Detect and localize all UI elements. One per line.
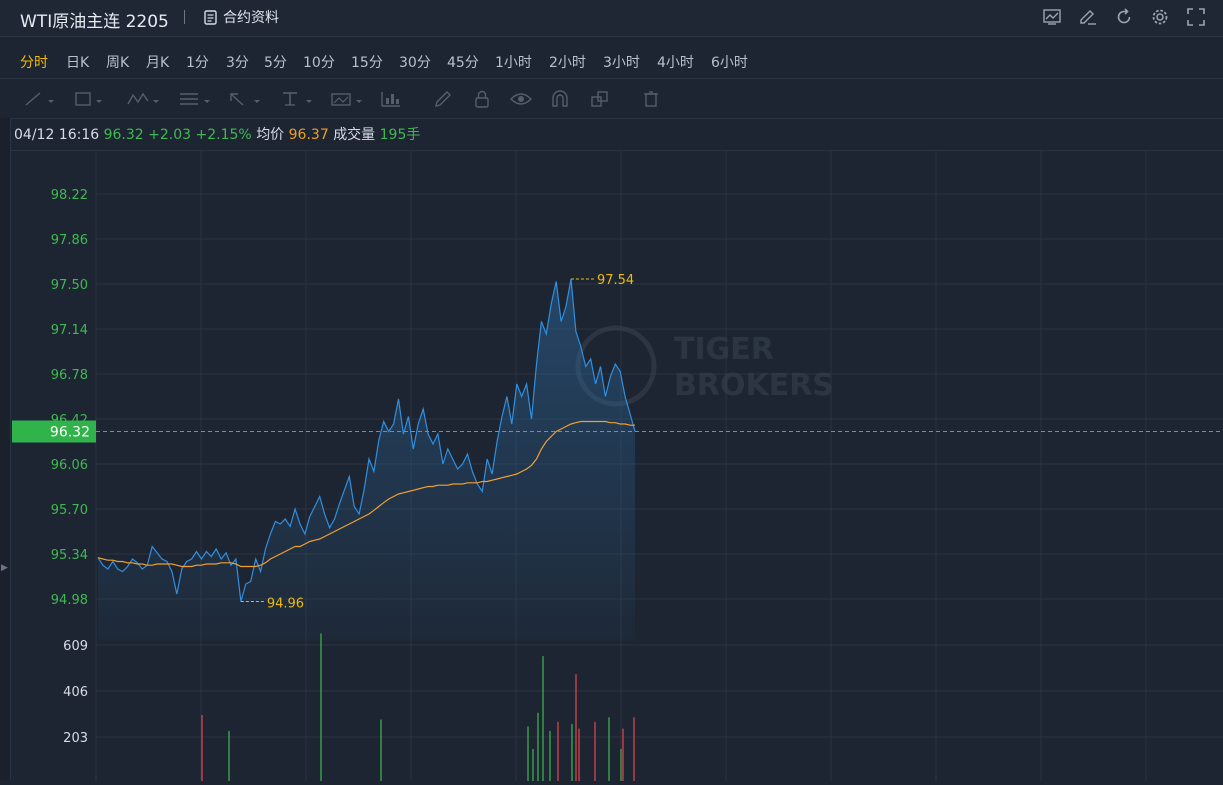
image-tool-icon[interactable]	[330, 88, 364, 110]
gear-icon[interactable]	[1149, 6, 1171, 28]
refresh-icon[interactable]	[1113, 6, 1135, 28]
contract-info-label: 合约资料	[223, 10, 279, 26]
price-axis-label: 95.70	[51, 503, 88, 518]
high-price-label: 97.54	[597, 273, 634, 288]
fibonacci-tool-icon[interactable]	[178, 88, 212, 110]
lock-icon[interactable]	[474, 88, 490, 110]
quote-datetime: 04/12 16:16	[14, 127, 100, 143]
period-tab[interactable]: 1分	[186, 55, 209, 71]
text-tool-icon[interactable]	[280, 88, 314, 110]
expand-arrow-icon[interactable]: ▶	[1, 563, 8, 573]
pattern-tool-icon[interactable]	[126, 88, 160, 110]
period-tabs: 分时 日K 周K 月K 1分 3分 5分 10分 15分 30分 45分 1小时 2小时 3小时 4小时 6小…	[0, 44, 1223, 79]
trash-icon[interactable]	[642, 88, 660, 110]
volume-axis-label: 406	[63, 685, 88, 700]
quote-change-pct: +2.15%	[195, 127, 252, 143]
arrow-tool-icon[interactable]	[228, 88, 262, 110]
price-axis-label: 98.22	[51, 188, 88, 203]
avg-price-value: 96.37	[288, 127, 329, 143]
trendline-tool-icon[interactable]	[24, 88, 54, 110]
period-tab[interactable]: 周K	[106, 55, 130, 71]
price-area	[98, 279, 635, 641]
rectangle-tool-icon[interactable]	[74, 88, 104, 110]
volume-value: 195手	[379, 127, 421, 143]
volume-axis-label: 203	[63, 731, 88, 746]
magnet-icon[interactable]	[550, 88, 570, 110]
period-tab[interactable]: 5分	[264, 55, 287, 71]
current-price-badge	[12, 420, 96, 443]
watermark-text: BROKERS	[674, 368, 834, 403]
period-tab[interactable]: 分时	[20, 55, 48, 71]
price-axis-label: 96.06	[51, 458, 88, 473]
period-tab[interactable]: 3分	[226, 55, 249, 71]
copy-icon[interactable]	[590, 88, 610, 110]
eye-icon[interactable]	[510, 88, 532, 110]
period-tab[interactable]: 15分	[351, 55, 383, 71]
drawing-toolbar	[0, 80, 1223, 119]
period-tab[interactable]: 2小时	[549, 55, 586, 71]
period-tab[interactable]: 1小时	[495, 55, 532, 71]
price-axis-label: 95.34	[51, 548, 88, 563]
period-tab[interactable]: 10分	[303, 55, 335, 71]
volume-axis-label: 609	[63, 639, 88, 654]
chart-type-icon[interactable]	[1041, 6, 1063, 28]
period-tab[interactable]: 30分	[399, 55, 431, 71]
edit-icon[interactable]	[1077, 6, 1099, 28]
period-tab[interactable]: 45分	[447, 55, 479, 71]
chart-tools	[1041, 6, 1207, 28]
period-tab[interactable]: 6小时	[711, 55, 748, 71]
current-price-badge-label: 96.32	[50, 425, 90, 441]
period-tab[interactable]: 日K	[66, 55, 90, 71]
fullscreen-icon[interactable]	[1185, 6, 1207, 28]
title-separator	[184, 10, 185, 24]
left-panel-handle[interactable]: ▶	[0, 118, 11, 780]
instrument-title: WTI原油主连 2205	[20, 12, 169, 32]
price-axis-label: 94.98	[51, 593, 88, 608]
low-price-label: 94.96	[267, 597, 304, 612]
avg-price-label: 均价	[256, 127, 285, 143]
watermark-text: TIGER	[674, 332, 774, 367]
top-bar: WTI原油主连 2205 合约资料	[0, 0, 1223, 37]
document-icon	[204, 9, 217, 25]
quote-change: +2.03	[148, 127, 192, 143]
price-axis-label: 97.86	[51, 233, 88, 248]
measure-tool-icon[interactable]	[380, 88, 402, 110]
avg-price-line	[97, 420, 635, 568]
price-line	[97, 278, 636, 602]
price-axis-label: 97.50	[51, 278, 88, 293]
period-tab[interactable]: 3小时	[603, 55, 640, 71]
contract-info-button[interactable]: 合约资料	[204, 7, 279, 27]
volume-label: 成交量	[333, 127, 376, 143]
quote-info-line: 04/12 16:16 96.32 +2.03 +2.15% 均价 96.37 …	[14, 124, 420, 144]
quote-price: 96.32	[103, 127, 144, 143]
pencil-icon[interactable]	[434, 88, 452, 110]
price-axis-label: 96.78	[51, 368, 88, 383]
period-tab[interactable]: 月K	[146, 55, 170, 71]
chart-area[interactable]: TIGER BROKERS 97.54 94.96 98.22 97.86 97.50 97.…	[10, 150, 1223, 781]
price-axis-label: 97.14	[51, 323, 88, 338]
period-tab[interactable]: 4小时	[657, 55, 694, 71]
